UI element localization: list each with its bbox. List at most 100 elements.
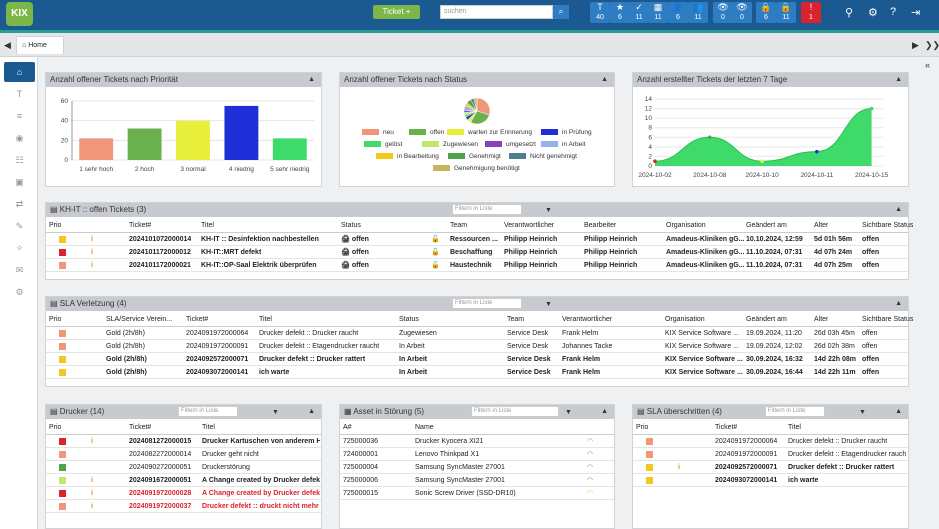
column-header[interactable]: Prio: [49, 424, 62, 431]
table-row[interactable]: 2024091972000064 Drucker defekt :: Drucke…: [633, 435, 908, 448]
column-header[interactable]: Geändert am: [746, 316, 787, 323]
collapse-icon[interactable]: ▲: [895, 76, 902, 83]
filter-icon[interactable]: ▼: [545, 207, 552, 214]
table-row[interactable]: 2024093072000141 ich warte: [633, 474, 908, 487]
column-header[interactable]: Verantwortlicher: [562, 316, 613, 323]
collapse-icon[interactable]: ▲: [308, 408, 315, 415]
open-tickets-filter-input[interactable]: Filtern in Liste: [452, 204, 522, 215]
column-header[interactable]: Titel: [259, 316, 272, 323]
column-header[interactable]: Titel: [788, 424, 801, 431]
help-icon[interactable]: ?: [890, 6, 897, 18]
column-header[interactable]: Ticket#: [129, 222, 152, 229]
table-row[interactable]: 2024082272000014 Drucker geht nicht: [46, 448, 321, 461]
column-header[interactable]: Ticket#: [715, 424, 738, 431]
sidebar-home-icon[interactable]: ⌂: [4, 62, 35, 82]
column-header[interactable]: A#: [343, 424, 352, 431]
table-row[interactable]: i 2024091672000051 A Change created by Dru…: [46, 474, 321, 487]
sidebar-reports-icon[interactable]: ✧: [15, 243, 24, 253]
filter-icon[interactable]: ▼: [272, 409, 279, 416]
column-header[interactable]: Prio: [49, 316, 62, 323]
gear-icon[interactable]: ⚙: [868, 7, 878, 19]
column-header[interactable]: Ticket#: [129, 424, 152, 431]
user-search-icon[interactable]: ⚲: [845, 7, 854, 19]
column-header[interactable]: Prio: [636, 424, 649, 431]
asset-filter-input[interactable]: Filtern in Liste: [471, 406, 559, 417]
stat-my-tickets[interactable]: 👤 6: [668, 2, 688, 23]
table-row[interactable]: 725000004 Samsung SyncMaster 27001 ◠: [340, 461, 614, 474]
table-row[interactable]: i 2024101172000021 KH-IT::OP-Saal Elektrik…: [46, 259, 908, 272]
search-button[interactable]: ⌕: [553, 5, 569, 19]
column-header[interactable]: Alter: [814, 316, 829, 323]
sidebar-cmdb-icon[interactable]: ▣: [15, 177, 24, 187]
search-input[interactable]: suchen: [440, 5, 553, 19]
column-header[interactable]: Team: [450, 222, 468, 229]
stat-team-tickets[interactable]: 👥 11: [688, 2, 708, 23]
stat-escalated[interactable]: ! 1: [801, 2, 821, 23]
column-header[interactable]: Name: [415, 424, 434, 431]
sidebar-contacts-icon[interactable]: ☷: [15, 155, 24, 165]
column-header[interactable]: Ticket#: [186, 316, 209, 323]
sla-violation-filter-input[interactable]: Filtern in Liste: [452, 298, 522, 309]
sidebar-ticket-icon[interactable]: T: [16, 89, 23, 99]
stat-watched[interactable]: 👁 0: [713, 2, 733, 23]
table-row[interactable]: 2024091972000091 Drucker defekt :: Etagen…: [633, 448, 908, 461]
table-row[interactable]: i 2024091972000037 Drucker defekt :: druck…: [46, 500, 321, 513]
stat-locked[interactable]: 🔒 6: [756, 2, 776, 23]
table-row[interactable]: i 2024101172000012 KH-IT::MRT defekt 🖨 offe…: [46, 246, 908, 259]
column-header[interactable]: Status: [341, 222, 361, 229]
stat-news[interactable]: ▦ 11: [648, 2, 668, 23]
tab-home[interactable]: ⌂ Home: [16, 36, 64, 54]
column-header[interactable]: Organisation: [666, 222, 706, 229]
column-header[interactable]: Status: [399, 316, 419, 323]
table-row[interactable]: 2024090272000051 Druckerstörung: [46, 461, 321, 474]
table-row[interactable]: i 2024092572000071 Drucker defekt :: Druck…: [633, 461, 908, 474]
column-header[interactable]: Titel: [202, 424, 215, 431]
column-header[interactable]: Bearbeiter: [584, 222, 617, 229]
table-row[interactable]: Gold (2h/8h) 2024091972000064 Drucker defe…: [46, 327, 908, 340]
tab-next-icon[interactable]: ▶: [912, 40, 919, 50]
table-row[interactable]: Gold (2h/8h) 2024093072000141 ich warte In …: [46, 366, 908, 379]
filter-icon[interactable]: ▼: [545, 301, 552, 308]
sidebar-collapse-icon[interactable]: ❯❯: [925, 40, 939, 50]
column-header[interactable]: Organisation: [665, 316, 705, 323]
column-header[interactable]: Geändert am: [746, 222, 787, 229]
stat-tasks[interactable]: ✓ 11: [629, 2, 649, 23]
collapse-icon[interactable]: ▲: [895, 300, 902, 307]
sidebar-admin-icon[interactable]: ⚙: [15, 287, 24, 297]
table-row[interactable]: i 2024091972000028 A Change created by Dru…: [46, 487, 321, 500]
stat-locked-all[interactable]: 🔒 11: [776, 2, 796, 23]
column-header[interactable]: Sichtbare Status: [862, 222, 914, 229]
sidebar-faq-icon[interactable]: ✎: [15, 221, 24, 231]
table-row[interactable]: Gold (2h/8h) 2024092572000071 Drucker defe…: [46, 353, 908, 366]
sidebar-database-icon[interactable]: ≡: [16, 111, 23, 121]
filter-icon[interactable]: ▼: [859, 409, 866, 416]
new-ticket-button[interactable]: Ticket +: [373, 5, 420, 19]
column-header[interactable]: Alter: [814, 222, 829, 229]
column-header[interactable]: Titel: [201, 222, 214, 229]
stat-watched-new[interactable]: 👁 0: [732, 2, 752, 23]
table-row[interactable]: i 2024081272000015 Drucker Kartuschen von …: [46, 435, 321, 448]
table-row[interactable]: 725000006 Samsung SyncMaster 27001 ◠: [340, 474, 614, 487]
sidebar-location-icon[interactable]: ◉: [15, 133, 24, 143]
tab-prev-icon[interactable]: ◀: [4, 40, 11, 50]
table-row[interactable]: 724000001 Lenovo Thinkpad X1 ◠: [340, 448, 614, 461]
table-row[interactable]: 725000036 Drucker Kyocera XI21 ◠: [340, 435, 614, 448]
table-row[interactable]: 725000015 Sonic Screw Driver (SSD-DR10) ◠: [340, 487, 614, 500]
collapse-icon[interactable]: ▲: [895, 206, 902, 213]
kix-logo[interactable]: KIX: [6, 2, 33, 26]
filter-icon[interactable]: ▼: [565, 409, 572, 416]
printer-filter-input[interactable]: Filtern in Liste: [178, 406, 238, 417]
collapse-icon[interactable]: ▲: [601, 408, 608, 415]
stat-favorites[interactable]: ★ 6: [610, 2, 630, 23]
right-panel-toggle-icon[interactable]: «: [925, 60, 931, 70]
column-header[interactable]: Sichtbare Status: [862, 316, 914, 323]
table-row[interactable]: Gold (2h/8h) 2024091972000091 Drucker defe…: [46, 340, 908, 353]
column-header[interactable]: SLA/Service Verein...: [106, 316, 173, 323]
sidebar-announce-icon[interactable]: ✉: [15, 265, 24, 275]
collapse-icon[interactable]: ▲: [601, 76, 608, 83]
sidebar-sla-icon[interactable]: ⇄: [15, 199, 24, 209]
column-header[interactable]: Prio: [49, 222, 62, 229]
column-header[interactable]: Verantwortlicher: [504, 222, 555, 229]
table-row[interactable]: i 2024101072000014 KH-IT :: Desinfektion n…: [46, 233, 908, 246]
logout-icon[interactable]: ⇥: [911, 7, 921, 19]
